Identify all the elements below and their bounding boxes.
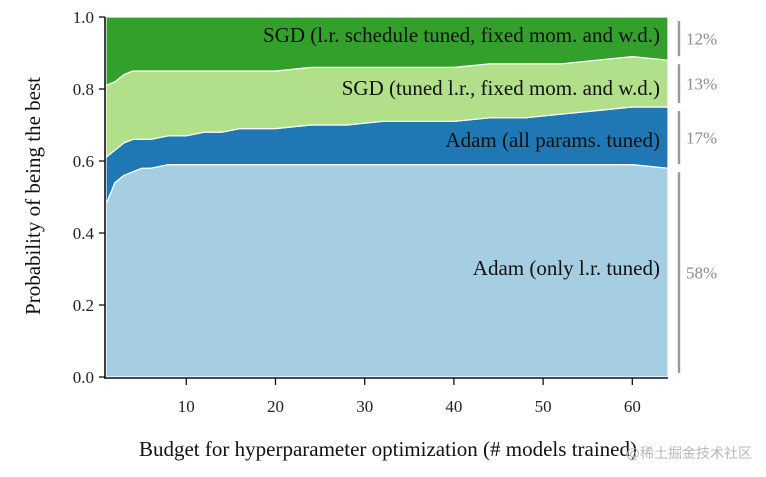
series-label-2: Adam (all params. tuned) bbox=[445, 128, 660, 152]
x-tick-label: 50 bbox=[535, 397, 552, 416]
y-tick-label: 0.4 bbox=[73, 224, 95, 243]
share-brackets-group: 58% 17% 13% 12% bbox=[677, 21, 717, 373]
share-percent-label: 17% bbox=[686, 129, 717, 148]
share-percent-label: 13% bbox=[686, 75, 717, 94]
series-label-4: SGD (l.r. schedule tuned, fixed mom. and… bbox=[263, 23, 660, 47]
y-axis-title: Probability of being the best bbox=[21, 77, 45, 315]
x-tick-label: 10 bbox=[178, 397, 195, 416]
x-tick-label: 20 bbox=[267, 397, 284, 416]
axes-group: 0.0 0.2 0.4 0.6 0.8 1.0 10 20 30 40 50 60 bbox=[73, 8, 668, 416]
x-axis-title: Budget for hyperparameter optimization (… bbox=[139, 437, 637, 461]
area-series-group bbox=[105, 16, 669, 378]
y-tick-label: 1.0 bbox=[73, 8, 94, 27]
y-tick-label: 0.6 bbox=[73, 152, 94, 171]
share-percent-label: 58% bbox=[686, 264, 717, 283]
x-tick-label: 60 bbox=[624, 397, 641, 416]
y-tick-label: 0.2 bbox=[73, 296, 94, 315]
x-tick-label: 30 bbox=[356, 397, 373, 416]
area-series-4 bbox=[105, 16, 669, 87]
series-label-1: Adam (only l.r. tuned) bbox=[473, 256, 660, 280]
series-labels-group: Adam (only l.r. tuned) Adam (all params. … bbox=[263, 23, 660, 280]
y-tick-label: 0.8 bbox=[73, 80, 94, 99]
y-tick-label: 0.0 bbox=[73, 368, 94, 387]
series-label-3: SGD (tuned l.r., fixed mom. and w.d.) bbox=[342, 76, 660, 100]
x-tick-label: 40 bbox=[445, 397, 462, 416]
watermark-text: @稀土掘金技术社区 bbox=[626, 446, 752, 462]
share-percent-label: 12% bbox=[686, 30, 717, 49]
